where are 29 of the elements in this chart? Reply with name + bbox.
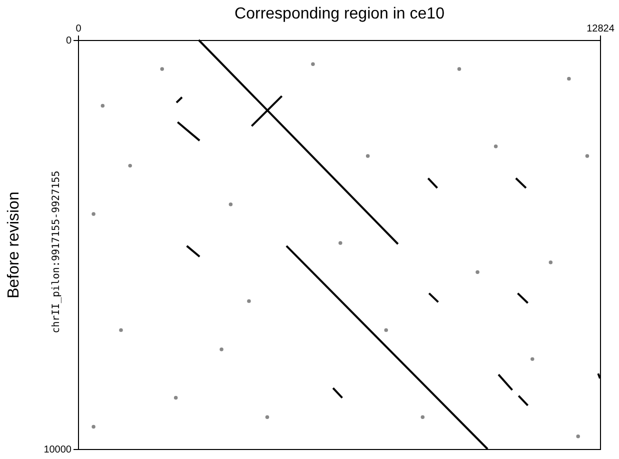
point <box>100 104 105 108</box>
point <box>494 144 498 148</box>
point <box>567 76 571 81</box>
x-tick-label: 12824 <box>586 24 615 34</box>
point <box>420 415 425 419</box>
point <box>174 396 178 400</box>
point <box>457 67 462 71</box>
point <box>220 348 224 352</box>
x-axis-title: Corresponding region in ce10 <box>234 6 445 22</box>
point <box>585 154 590 158</box>
point <box>338 241 342 245</box>
point <box>92 424 96 429</box>
point <box>576 434 580 438</box>
point <box>119 328 123 332</box>
point <box>247 299 251 303</box>
point <box>228 202 233 206</box>
point <box>384 328 388 332</box>
point <box>128 164 132 168</box>
point <box>366 154 370 158</box>
point <box>311 62 315 66</box>
point <box>265 415 270 419</box>
point <box>548 260 553 264</box>
y-tick-label: 10000 <box>44 444 72 456</box>
point <box>92 212 96 216</box>
y-axis-title: Before revision <box>6 192 23 298</box>
point <box>160 67 164 71</box>
text: chrII_pilon:9917155-9927155 <box>51 170 62 334</box>
point <box>476 270 480 274</box>
point <box>530 357 534 361</box>
